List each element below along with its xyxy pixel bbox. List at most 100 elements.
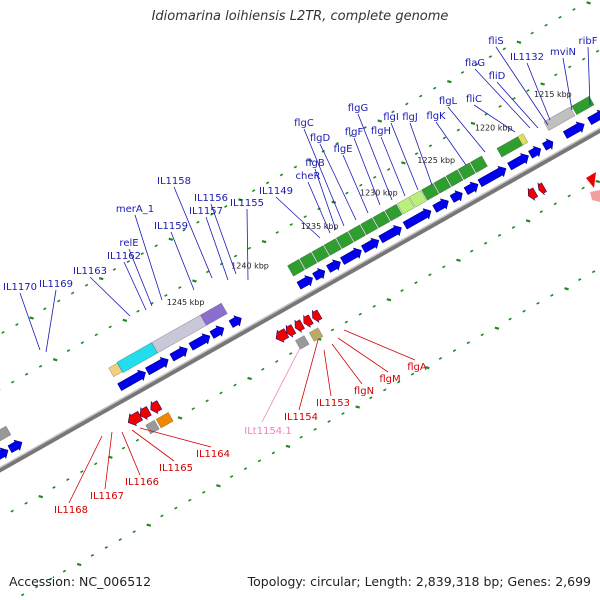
- scale-label: 1215 kbp: [534, 90, 572, 99]
- forward-cds-arrow[interactable]: [209, 325, 225, 339]
- track-guide-dot: [247, 246, 252, 250]
- leader-line-flgg: [357, 113, 393, 201]
- track-guide-dot: [502, 47, 507, 51]
- track-guide-dot: [359, 183, 363, 187]
- reverse-cds-arrow[interactable]: [127, 410, 144, 427]
- gene-label-flgg: flgG: [348, 103, 368, 114]
- forward-cds-arrow[interactable]: [188, 333, 211, 351]
- track-guide-dot: [154, 244, 158, 248]
- gene-label-flgn: flgN: [354, 386, 374, 397]
- reverse-cds-arrow[interactable]: [537, 182, 547, 196]
- gene-label-flgl: flgL: [439, 96, 458, 107]
- leader-line-flgi: [390, 122, 419, 191]
- map-title: Idiomarina loihiensis L2TR, complete gen…: [151, 9, 449, 24]
- track-guide-dot: [586, 1, 591, 5]
- cog-block-flagella: [571, 95, 595, 116]
- track-guide-dot: [257, 459, 262, 463]
- forward-cds-arrow[interactable]: [463, 181, 479, 196]
- leader-line-il1163: [89, 276, 131, 317]
- gene-label-flic: fliC: [466, 94, 482, 105]
- forward-cds-arrow[interactable]: [449, 190, 463, 203]
- cog-block-flagella: [396, 197, 415, 215]
- cog-block-khaki: [309, 327, 324, 342]
- forward-cds-arrow[interactable]: [340, 247, 362, 265]
- forward-cds-arrow[interactable]: [312, 267, 326, 281]
- genome-backbone: [0, 127, 600, 473]
- gene-label-flgm: flgM: [379, 374, 400, 385]
- gene-label-il1170: IL1170: [3, 282, 37, 293]
- forward-cds-arrow[interactable]: [169, 346, 188, 362]
- gene-label-il1153: IL1153: [316, 398, 350, 409]
- track-guide-dot: [540, 82, 545, 86]
- track-guide-dot: [80, 470, 84, 474]
- track-guide-dot: [358, 312, 362, 316]
- reverse-cds-arrow[interactable]: [275, 328, 290, 343]
- track-guide-dot: [438, 356, 443, 360]
- scale-label: 1230 kbp: [360, 189, 398, 198]
- forward-cds-arrow[interactable]: [117, 369, 146, 392]
- gene-label-il1157: IL1157: [189, 206, 223, 217]
- leader-line-rele: [128, 248, 153, 307]
- leader-line-il1153: [323, 349, 332, 397]
- forward-cds-arrow[interactable]: [326, 259, 341, 273]
- reverse-cds-arrow[interactable]: [150, 400, 163, 415]
- forward-cds-arrow[interactable]: [378, 225, 402, 244]
- track-guide-dot: [104, 546, 108, 549]
- reverse-cds-arrow[interactable]: [139, 406, 152, 421]
- cog-block-flagella: [433, 176, 452, 194]
- forward-cds-arrow[interactable]: [360, 237, 380, 254]
- cog-block-flagella: [287, 259, 305, 277]
- track-guide-dot: [261, 367, 265, 371]
- forward-cds-arrow[interactable]: [477, 165, 507, 188]
- track-guide-dot: [56, 299, 61, 303]
- gene-label-il1149: IL1149: [259, 186, 293, 197]
- cog-block-flagella: [323, 238, 342, 256]
- track-guide-dot: [126, 260, 131, 263]
- track-guide-dot: [285, 444, 291, 449]
- track-guide-dot: [401, 161, 406, 165]
- forward-cds-arrow[interactable]: [0, 447, 9, 464]
- reverse-cds-arrow[interactable]: [527, 187, 539, 201]
- reverse-cds-arrow[interactable]: [285, 324, 297, 339]
- reverse-cds-arrow[interactable]: [590, 190, 600, 202]
- forward-cds-arrow[interactable]: [507, 153, 529, 171]
- cog-block-flagella: [299, 252, 318, 270]
- forward-cds-arrow[interactable]: [432, 198, 449, 213]
- forward-cds-arrow[interactable]: [296, 275, 314, 290]
- genome-summary-text: Topology: circular; Length: 2,839,318 bp…: [247, 574, 591, 589]
- forward-cds-arrow[interactable]: [145, 356, 169, 376]
- forward-cds-arrow[interactable]: [562, 121, 585, 139]
- track-guide-dot: [595, 49, 600, 53]
- track-guide-dot: [550, 293, 554, 297]
- reverse-cds-arrow[interactable]: [586, 172, 596, 188]
- leader-line-il1169: [45, 289, 57, 353]
- track-guide-dot: [410, 372, 415, 376]
- forward-cds-arrow[interactable]: [7, 439, 23, 454]
- reverse-cds-arrow[interactable]: [303, 314, 314, 328]
- forward-cds-arrow[interactable]: [402, 208, 432, 230]
- gene-label-cher: cheR: [296, 171, 321, 182]
- reverse-cds-arrow[interactable]: [312, 309, 323, 323]
- track-guide-dot: [335, 141, 339, 145]
- track-guide-dot: [456, 258, 461, 262]
- gene-label-il1132: IL1132: [510, 52, 544, 63]
- gene-label-flgj: flgJ: [402, 112, 418, 123]
- track-guide-dot: [414, 152, 419, 156]
- forward-cds-arrow[interactable]: [528, 145, 542, 159]
- track-guide-dot: [303, 215, 307, 219]
- leader-line-mvin: [562, 57, 573, 111]
- gene-label-flgh: flgH: [371, 126, 391, 137]
- gene-label-flgi: flgI: [383, 112, 399, 123]
- forward-cds-arrow[interactable]: [228, 315, 242, 328]
- track-guide-dot: [265, 181, 270, 185]
- track-guide-dot: [522, 309, 526, 313]
- reverse-cds-arrow[interactable]: [294, 319, 305, 333]
- cog-block-grey: [145, 420, 160, 435]
- track-guide-dot: [108, 325, 112, 329]
- track-guide-dot: [327, 419, 331, 423]
- forward-cds-arrow[interactable]: [541, 138, 554, 151]
- track-guide-dot: [247, 376, 252, 381]
- cog-block-flagella: [445, 169, 464, 187]
- forward-cds-arrow[interactable]: [587, 109, 600, 126]
